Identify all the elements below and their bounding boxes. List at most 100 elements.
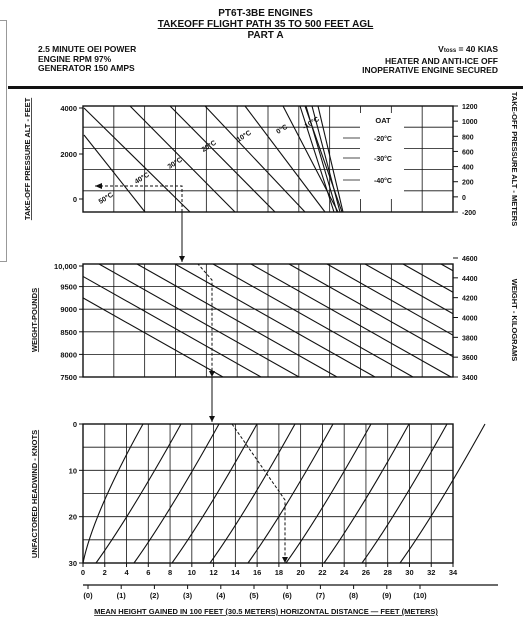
connector-head-2 bbox=[209, 416, 215, 422]
weight-y-tick-left: 9000 bbox=[60, 305, 77, 314]
header-separator bbox=[8, 86, 523, 89]
weight-axis-title-left: WEIGHT-POUNDS bbox=[30, 288, 39, 352]
oat-y-tick-right: 800 bbox=[462, 134, 474, 141]
weight-curve bbox=[364, 263, 454, 315]
x-tick-feet: 4 bbox=[124, 568, 129, 577]
x-tick-feet: 20 bbox=[296, 568, 304, 577]
x-tick-meters: (2) bbox=[150, 591, 160, 600]
oat-curve-cold bbox=[305, 105, 338, 213]
x-tick-feet: 14 bbox=[231, 568, 240, 577]
headwind-y-tick-left: 10 bbox=[69, 466, 77, 475]
weight-y-tick-left: 10,000 bbox=[54, 262, 77, 271]
connector-head-1 bbox=[179, 256, 185, 262]
headwind-curve bbox=[247, 423, 334, 564]
headwind-axis-title-left: UNFACTORED HEADWIND - KNOTS bbox=[30, 430, 39, 558]
oat-curve bbox=[169, 105, 276, 213]
conditions-right: Vtoss = 40 KIAS HEATER AND ANTI-ICE OFF … bbox=[362, 44, 498, 76]
oat-y-tick-left: 2000 bbox=[60, 150, 77, 159]
weight-y-tick-left: 7500 bbox=[60, 373, 77, 382]
oat-y-tick-right: 400 bbox=[462, 165, 474, 172]
weight-curve bbox=[212, 263, 414, 378]
condition-generator: GENERATOR 150 AMPS bbox=[38, 63, 135, 73]
headwind-curve bbox=[82, 423, 144, 564]
x-tick-feet: 22 bbox=[318, 568, 326, 577]
oat-y-tick-right: 600 bbox=[462, 149, 474, 156]
oat-y-tick-right: 1000 bbox=[462, 119, 478, 126]
chart-title: TAKEOFF FLIGHT PATH 35 TO 500 FEET AGL bbox=[157, 19, 374, 30]
x-tick-meters: (3) bbox=[183, 591, 193, 600]
weight-curve bbox=[174, 263, 376, 378]
x-tick-feet: 10 bbox=[188, 568, 196, 577]
x-tick-feet: 30 bbox=[405, 568, 413, 577]
oat-curve-label: 40°C bbox=[133, 171, 151, 186]
example-path-weight bbox=[182, 263, 213, 377]
headwind-curve bbox=[323, 423, 410, 564]
oat-legend-entry: -40°C bbox=[374, 177, 392, 185]
oat-legend-bg bbox=[360, 113, 404, 199]
headwind-y-tick-left: 30 bbox=[69, 559, 77, 568]
weight-y-tick-right: 4400 bbox=[462, 276, 478, 283]
weight-axis-title-right: WEIGHT - KILOGRAMS bbox=[510, 279, 519, 362]
headwind-curve bbox=[285, 423, 372, 564]
oat-y-tick-left: 4000 bbox=[60, 104, 77, 113]
x-tick-feet: 8 bbox=[168, 568, 172, 577]
condition-power: 2.5 MINUTE OEI POWER bbox=[38, 44, 137, 54]
oat-legend-title: OAT bbox=[375, 116, 391, 125]
oat-curve bbox=[83, 107, 191, 213]
weight-y-tick-left: 8000 bbox=[60, 350, 77, 359]
weight-curve bbox=[326, 263, 454, 336]
oat-y-tick-right: -200 bbox=[462, 210, 476, 217]
oat-axis-title-left: TAKE-OFF PRESSURE ALT - FEET bbox=[23, 97, 32, 220]
weight-y-tick-right: 4600 bbox=[462, 256, 478, 263]
x-tick-feet: 34 bbox=[449, 568, 458, 577]
condition-engine: INOPERATIVE ENGINE SECURED bbox=[362, 65, 498, 75]
headwind-curve bbox=[171, 423, 258, 564]
weight-y-tick-right: 3800 bbox=[462, 335, 478, 342]
x-tick-feet: 16 bbox=[253, 568, 261, 577]
headwind-y-tick-left: 0 bbox=[73, 420, 77, 429]
weight-curve bbox=[440, 263, 454, 272]
weight-curve bbox=[82, 275, 262, 378]
headwind-curve bbox=[95, 423, 182, 564]
engines-title: PT6T-3BE ENGINES bbox=[218, 8, 313, 19]
condition-rpm: ENGINE RPM 97% bbox=[38, 53, 112, 64]
weight-curve bbox=[136, 263, 338, 378]
oat-y-tick-right: 200 bbox=[462, 180, 474, 187]
oat-y-tick-right: 1200 bbox=[462, 104, 478, 111]
x-tick-feet: 6 bbox=[146, 568, 150, 577]
x-tick-feet: 18 bbox=[275, 568, 283, 577]
x-tick-meters: (1) bbox=[117, 591, 127, 600]
weight-y-tick-right: 3600 bbox=[462, 355, 478, 362]
x-axis-title: MEAN HEIGHT GAINED IN 100 FEET (30.5 MET… bbox=[94, 607, 438, 616]
weight-y-tick-right: 3400 bbox=[462, 375, 478, 382]
x-tick-meters: (4) bbox=[216, 591, 226, 600]
x-tick-feet: 2 bbox=[103, 568, 107, 577]
headwind-curve bbox=[361, 423, 448, 564]
headwind-y-tick-left: 20 bbox=[69, 513, 77, 522]
weight-curve bbox=[82, 297, 224, 378]
headwind-curve bbox=[133, 423, 220, 564]
oat-curve-cold bbox=[317, 105, 344, 213]
part-label: PART A bbox=[247, 30, 284, 41]
headwind-curve bbox=[209, 423, 296, 564]
weight-curve bbox=[402, 263, 454, 293]
oat-legend-entry: -30°C bbox=[374, 155, 392, 163]
oat-curve-cold bbox=[311, 105, 341, 213]
binder-edge bbox=[0, 20, 7, 262]
weight-curve bbox=[98, 263, 300, 378]
x-tick-feet: 0 bbox=[81, 568, 85, 577]
x-tick-feet: 12 bbox=[209, 568, 217, 577]
x-tick-meters: (8) bbox=[349, 591, 359, 600]
oat-curve bbox=[204, 105, 306, 213]
example-path-oat bbox=[95, 185, 183, 212]
example-arrow-oat bbox=[95, 183, 102, 189]
x-tick-meters: (0) bbox=[83, 591, 93, 600]
x-tick-meters: (10) bbox=[413, 591, 427, 600]
weight-curve bbox=[250, 263, 452, 378]
oat-axis-title-right: TAKE-OFF PRESSURE ALT - METERS bbox=[510, 92, 519, 226]
oat-curve bbox=[244, 105, 326, 213]
example-arrow-headwind bbox=[282, 557, 288, 563]
x-tick-meters: (5) bbox=[249, 591, 259, 600]
oat-curve-cold bbox=[299, 105, 335, 213]
